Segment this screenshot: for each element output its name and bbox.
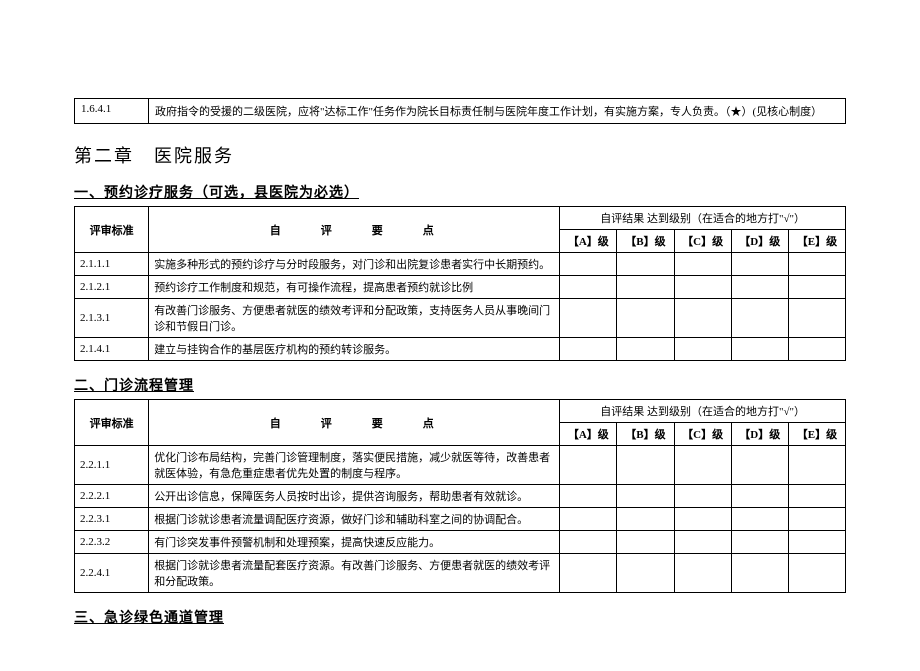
row-description: 有改善门诊服务、方便患者就医的绩效考评和分配政策，支持医务人员从事晚间门诊和节假…	[149, 299, 560, 338]
row-code: 2.1.4.1	[75, 338, 149, 361]
table-row: 2.2.2.1公开出诊信息，保障医务人员按时出诊，提供咨询服务，帮助患者有效就诊…	[75, 485, 846, 508]
header-grade: 【E】级	[788, 230, 845, 253]
grade-cell	[788, 485, 845, 508]
header-grade: 【E】级	[788, 423, 845, 446]
row-description: 建立与挂钩合作的基层医疗机构的预约转诊服务。	[149, 338, 560, 361]
row-description: 根据门诊就诊患者流量调配医疗资源，做好门诊和辅助科室之间的协调配合。	[149, 508, 560, 531]
grade-cell	[674, 531, 731, 554]
grade-cell	[731, 276, 788, 299]
evaluation-table: 评审标准自评要点自评结果 达到级别（在适合的地方打"√"）【A】级【B】级【C】…	[74, 399, 846, 593]
grade-cell	[560, 253, 617, 276]
grade-cell	[788, 508, 845, 531]
grade-cell	[731, 485, 788, 508]
grade-cell	[617, 485, 674, 508]
header-standard: 评审标准	[75, 400, 149, 446]
section-3-title: 三、急诊绿色通道管理	[74, 607, 846, 627]
grade-cell	[674, 299, 731, 338]
grade-cell	[560, 446, 617, 485]
grade-cell	[617, 299, 674, 338]
grade-cell	[788, 531, 845, 554]
row-code: 2.2.1.1	[75, 446, 149, 485]
row-description: 实施多种形式的预约诊疗与分时段服务，对门诊和出院复诊患者实行中长期预约。	[149, 253, 560, 276]
grade-cell	[617, 276, 674, 299]
header-grade: 【B】级	[617, 423, 674, 446]
grade-cell	[731, 531, 788, 554]
grade-cell	[674, 253, 731, 276]
row-description: 预约诊疗工作制度和规范，有可操作流程，提高患者预约就诊比例	[149, 276, 560, 299]
grade-cell	[788, 446, 845, 485]
header-result: 自评结果 达到级别（在适合的地方打"√"）	[560, 400, 846, 423]
grade-cell	[560, 485, 617, 508]
header-criteria: 自评要点	[149, 207, 560, 253]
row-code: 2.1.3.1	[75, 299, 149, 338]
row-description: 优化门诊布局结构，完善门诊管理制度，落实便民措施，减少就医等待，改善患者就医体验…	[149, 446, 560, 485]
header-standard: 评审标准	[75, 207, 149, 253]
grade-cell	[731, 253, 788, 276]
row-description: 根据门诊就诊患者流量配套医疗资源。有改善门诊服务、方便患者就医的绩效考评和分配政…	[149, 554, 560, 593]
header-grade: 【B】级	[617, 230, 674, 253]
table-row: 2.1.1.1实施多种形式的预约诊疗与分时段服务，对门诊和出院复诊患者实行中长期…	[75, 253, 846, 276]
table-row: 2.2.1.1优化门诊布局结构，完善门诊管理制度，落实便民措施，减少就医等待，改…	[75, 446, 846, 485]
grade-cell	[788, 276, 845, 299]
grade-cell	[788, 554, 845, 593]
header-result: 自评结果 达到级别（在适合的地方打"√"）	[560, 207, 846, 230]
grade-cell	[674, 276, 731, 299]
table-row: 2.2.3.1根据门诊就诊患者流量调配医疗资源，做好门诊和辅助科室之间的协调配合…	[75, 508, 846, 531]
grade-cell	[788, 299, 845, 338]
grade-cell	[560, 508, 617, 531]
table-row: 2.1.2.1预约诊疗工作制度和规范，有可操作流程，提高患者预约就诊比例	[75, 276, 846, 299]
grade-cell	[731, 338, 788, 361]
row-code: 2.1.1.1	[75, 253, 149, 276]
grade-cell	[788, 253, 845, 276]
table-row: 2.1.4.1建立与挂钩合作的基层医疗机构的预约转诊服务。	[75, 338, 846, 361]
chapter-title: 第二章 医院服务	[74, 142, 846, 168]
grade-cell	[617, 508, 674, 531]
header-criteria: 自评要点	[149, 400, 560, 446]
row-code: 2.1.2.1	[75, 276, 149, 299]
grade-cell	[674, 338, 731, 361]
row-description: 有门诊突发事件预警机制和处理预案，提高快速反应能力。	[149, 531, 560, 554]
grade-cell	[617, 531, 674, 554]
grade-cell	[731, 554, 788, 593]
header-grade: 【D】级	[731, 423, 788, 446]
grade-cell	[617, 338, 674, 361]
header-grade: 【A】级	[560, 230, 617, 253]
sections-container: 一、预约诊疗服务（可选，县医院为必选）评审标准自评要点自评结果 达到级别（在适合…	[74, 182, 846, 593]
grade-cell	[731, 299, 788, 338]
header-grade: 【C】级	[674, 423, 731, 446]
grade-cell	[560, 299, 617, 338]
header-grade: 【A】级	[560, 423, 617, 446]
top-note-row: 1.6.4.1 政府指令的受援的二级医院，应将"达标工作"任务作为院长目标责任制…	[74, 98, 846, 124]
grade-cell	[617, 253, 674, 276]
grade-cell	[788, 338, 845, 361]
row-code: 2.2.3.1	[75, 508, 149, 531]
grade-cell	[617, 554, 674, 593]
grade-cell	[560, 531, 617, 554]
header-grade: 【C】级	[674, 230, 731, 253]
grade-cell	[674, 508, 731, 531]
evaluation-table: 评审标准自评要点自评结果 达到级别（在适合的地方打"√"）【A】级【B】级【C】…	[74, 206, 846, 361]
grade-cell	[731, 446, 788, 485]
grade-cell	[674, 446, 731, 485]
grade-cell	[674, 554, 731, 593]
table-row: 2.2.3.2有门诊突发事件预警机制和处理预案，提高快速反应能力。	[75, 531, 846, 554]
section-title: 二、门诊流程管理	[74, 375, 846, 395]
table-row: 2.2.4.1根据门诊就诊患者流量配套医疗资源。有改善门诊服务、方便患者就医的绩…	[75, 554, 846, 593]
top-note-desc: 政府指令的受援的二级医院，应将"达标工作"任务作为院长目标责任制与医院年度工作计…	[149, 99, 845, 123]
grade-cell	[674, 485, 731, 508]
row-description: 公开出诊信息，保障医务人员按时出诊，提供咨询服务，帮助患者有效就诊。	[149, 485, 560, 508]
section-title: 一、预约诊疗服务（可选，县医院为必选）	[74, 182, 846, 202]
grade-cell	[617, 446, 674, 485]
row-code: 2.2.2.1	[75, 485, 149, 508]
grade-cell	[560, 276, 617, 299]
grade-cell	[560, 338, 617, 361]
grade-cell	[560, 554, 617, 593]
top-note-code: 1.6.4.1	[75, 99, 149, 123]
grade-cell	[731, 508, 788, 531]
header-grade: 【D】级	[731, 230, 788, 253]
row-code: 2.2.4.1	[75, 554, 149, 593]
row-code: 2.2.3.2	[75, 531, 149, 554]
table-row: 2.1.3.1有改善门诊服务、方便患者就医的绩效考评和分配政策，支持医务人员从事…	[75, 299, 846, 338]
